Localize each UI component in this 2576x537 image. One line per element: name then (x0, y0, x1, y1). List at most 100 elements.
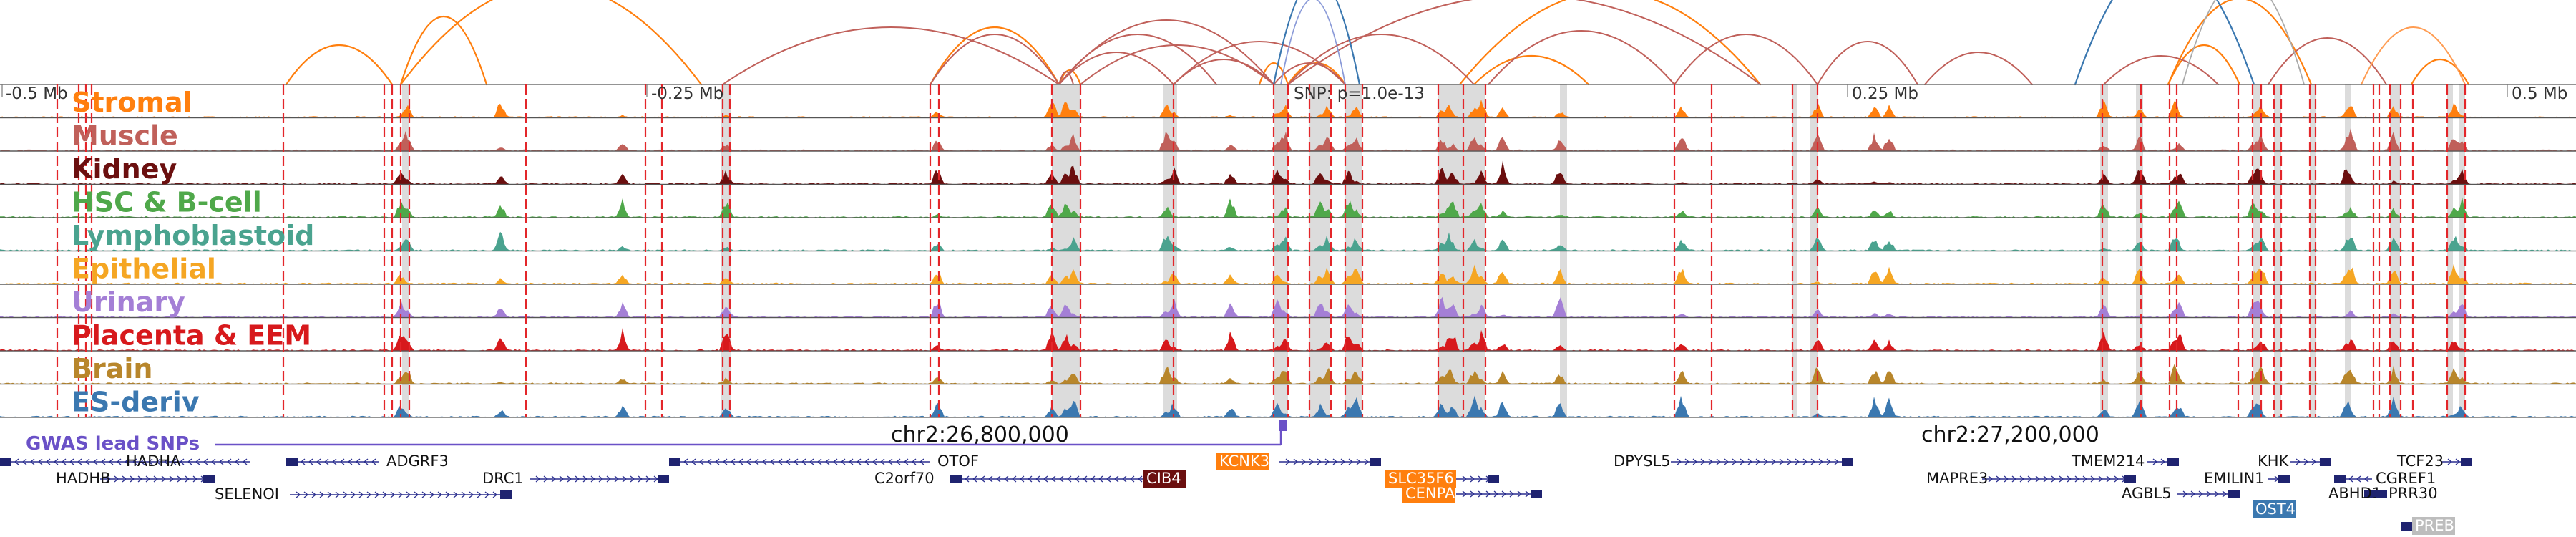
strand-arrow (645, 475, 651, 483)
strand-arrow (1129, 475, 1135, 483)
interaction-arc (1273, 62, 1346, 85)
strand-arrow (683, 458, 688, 465)
gene-exon (500, 490, 512, 499)
gene-exon (1488, 475, 1499, 483)
interaction-arc (1173, 59, 1274, 85)
strand-arrow (590, 475, 596, 483)
strand-arrow (1700, 458, 1706, 465)
strand-arrow (2182, 490, 2188, 498)
strand-arrow (606, 475, 612, 483)
strand-arrow (437, 491, 443, 498)
strand-arrow (1082, 475, 1088, 483)
strand-arrow (2206, 490, 2212, 498)
gene-label: HADHB (56, 470, 111, 487)
gene-highlight-box (2253, 500, 2296, 518)
gene-label: KCNK3 (1219, 453, 1269, 470)
strand-arrow (195, 458, 200, 465)
interaction-arc (1058, 71, 1074, 85)
strand-arrow (1732, 458, 1737, 465)
strand-arrow (1818, 458, 1824, 465)
track-label: Placenta & EEM (72, 320, 311, 352)
strand-arrow (1324, 458, 1330, 465)
interaction-arc (2182, 0, 2305, 85)
strand-arrow (1098, 475, 1103, 483)
strand-arrow (785, 458, 791, 465)
strand-arrow (1708, 458, 1714, 465)
strand-arrow (2027, 475, 2033, 483)
strand-arrow (363, 458, 369, 465)
strand-arrow (809, 458, 814, 465)
gene-highlight-box (1216, 453, 1269, 470)
gene-label: CIB4 (1146, 470, 1181, 487)
strand-arrow (335, 491, 341, 498)
strand-arrow (769, 458, 775, 465)
strand-arrow (1478, 490, 1483, 498)
strand-arrow (100, 458, 106, 465)
red-marker-lines (56, 84, 2467, 417)
gene-exon (1842, 458, 1853, 466)
strand-arrow (722, 458, 728, 465)
strand-arrow (469, 491, 474, 498)
gene-exon (669, 458, 680, 466)
strand-arrow (169, 475, 175, 483)
strand-arrow (153, 475, 159, 483)
gene-highlight-box (2412, 517, 2455, 535)
strand-arrow (374, 491, 380, 498)
gene-label: TCF23 (2396, 453, 2444, 470)
strand-arrow (1462, 475, 1468, 483)
strand-arrow (614, 475, 620, 483)
interaction-arc (1058, 52, 1174, 85)
gene-label: EMILIN1 (2204, 470, 2265, 487)
strand-arrow (1501, 490, 1507, 498)
interaction-arc (2167, 0, 2313, 86)
strand-arrow (137, 475, 143, 483)
interaction-arc (2167, 44, 2241, 86)
strand-arrow (761, 458, 767, 465)
strand-arrow (1834, 458, 1840, 465)
strand-arrow (145, 475, 151, 483)
strand-arrow (92, 458, 98, 465)
strand-arrow (300, 458, 306, 465)
interaction-arc (1473, 55, 1590, 86)
strand-arrow (738, 458, 743, 465)
axis-tick-label: -0.25 Mb (651, 84, 723, 103)
interaction-arc (399, 0, 703, 86)
strand-arrow (1340, 458, 1346, 465)
strand-arrow (358, 491, 364, 498)
gene-label: SELENOI (215, 485, 279, 503)
strand-arrow (122, 475, 127, 483)
strand-arrow (1027, 475, 1033, 483)
strand-arrow (406, 491, 411, 498)
strand-arrow (2043, 475, 2049, 483)
gene-label: OST4 (2255, 500, 2296, 518)
strand-arrow (801, 458, 806, 465)
strand-arrow (1309, 458, 1314, 465)
interaction-arc (1488, 30, 1675, 85)
gene-exon (658, 475, 669, 483)
strand-arrow (2356, 475, 2361, 483)
strand-arrow (343, 491, 348, 498)
gene-label: HADHA (126, 453, 181, 470)
strand-arrow (303, 491, 309, 498)
strand-arrow (210, 458, 216, 465)
strand-arrow (1090, 475, 1096, 483)
gene-exon (203, 475, 215, 483)
strand-arrow (1826, 458, 1832, 465)
strand-arrow (832, 458, 838, 465)
strand-arrow (2011, 475, 2017, 483)
interaction-arc (1924, 52, 2033, 85)
strand-arrow (1525, 490, 1531, 498)
strand-arrow (1348, 458, 1354, 465)
strand-arrow (61, 458, 67, 465)
strand-arrow (1493, 490, 1499, 498)
strand-arrow (203, 458, 208, 465)
gwas-lead-snp-track: GWAS lead SNPs (26, 420, 1287, 455)
strand-arrow (793, 458, 799, 465)
interaction-arc (1287, 34, 1475, 85)
gene-highlight-box (1402, 485, 1455, 503)
strand-arrow (535, 475, 541, 483)
interaction-arc (1058, 19, 1274, 85)
strand-arrow (1356, 458, 1362, 465)
strand-arrow (234, 458, 240, 465)
strand-arrow (2363, 475, 2369, 483)
